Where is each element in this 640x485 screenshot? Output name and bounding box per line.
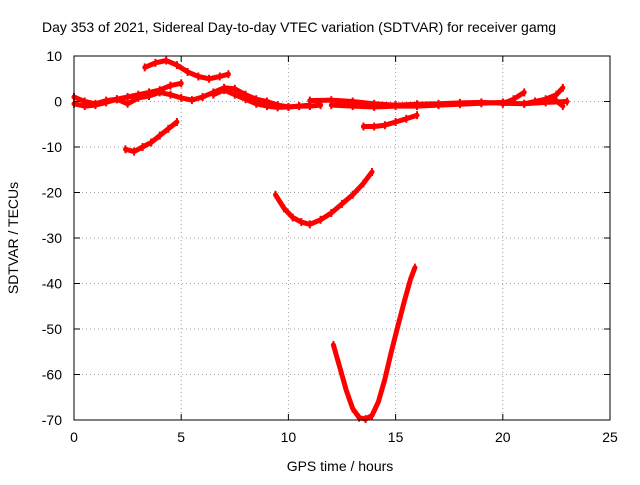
x-tick-label: 0 <box>70 429 78 445</box>
y-tick-label: -10 <box>42 139 62 155</box>
chart-title: Day 353 of 2021, Sidereal Day-to-day VTE… <box>42 19 556 35</box>
track-points <box>501 88 526 108</box>
track-points <box>362 111 419 131</box>
y-tick-label: -50 <box>42 321 62 337</box>
y-axis-label: SDTVAR / TECUs <box>5 182 21 294</box>
x-tick-label: 20 <box>495 429 511 445</box>
data-track <box>142 58 231 82</box>
data-track <box>328 99 516 110</box>
grid-layer <box>74 56 610 420</box>
x-axis-label: GPS time / hours <box>287 458 394 474</box>
y-tick-label: -40 <box>42 276 62 292</box>
track-points <box>124 117 178 156</box>
y-tick-label: 10 <box>46 48 62 64</box>
track-points <box>544 95 564 111</box>
track-points <box>332 263 416 424</box>
data-track <box>360 112 420 129</box>
x-tick-label: 25 <box>602 429 618 445</box>
tick-layer: 0 5 10 15 20 25 10 0 -10 -20 -30 -40 -50 -60 -70 <box>42 48 618 445</box>
data-track <box>330 265 418 422</box>
x-tick-label: 10 <box>281 429 297 445</box>
y-tick-label: -60 <box>42 367 62 383</box>
x-tick-label: 15 <box>388 429 404 445</box>
y-tick-label: 0 <box>54 94 62 110</box>
y-tick-label: -30 <box>42 230 62 246</box>
data-tracks <box>71 56 570 424</box>
track-points <box>274 168 374 229</box>
x-tick-label: 5 <box>177 429 185 445</box>
track-points <box>212 86 322 112</box>
y-tick-label: -70 <box>42 412 62 428</box>
data-track <box>273 169 375 227</box>
track-points <box>143 56 230 83</box>
y-tick-label: -20 <box>42 185 62 201</box>
